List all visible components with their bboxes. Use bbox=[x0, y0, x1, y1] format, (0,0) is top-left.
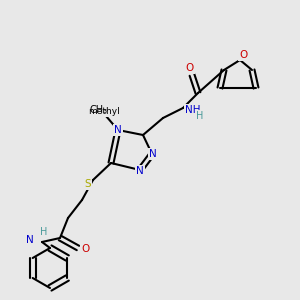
Text: H: H bbox=[40, 227, 47, 237]
Text: N: N bbox=[26, 235, 34, 245]
Text: N: N bbox=[149, 149, 157, 159]
Text: O: O bbox=[186, 63, 194, 73]
Text: N: N bbox=[136, 166, 144, 176]
Text: O: O bbox=[81, 244, 89, 254]
Text: O: O bbox=[239, 50, 247, 60]
Text: S: S bbox=[85, 179, 91, 189]
Text: NH: NH bbox=[185, 105, 200, 115]
Text: N: N bbox=[114, 125, 122, 135]
Text: methyl: methyl bbox=[88, 107, 120, 116]
Text: CH₃: CH₃ bbox=[90, 105, 108, 115]
Text: H: H bbox=[196, 111, 203, 121]
